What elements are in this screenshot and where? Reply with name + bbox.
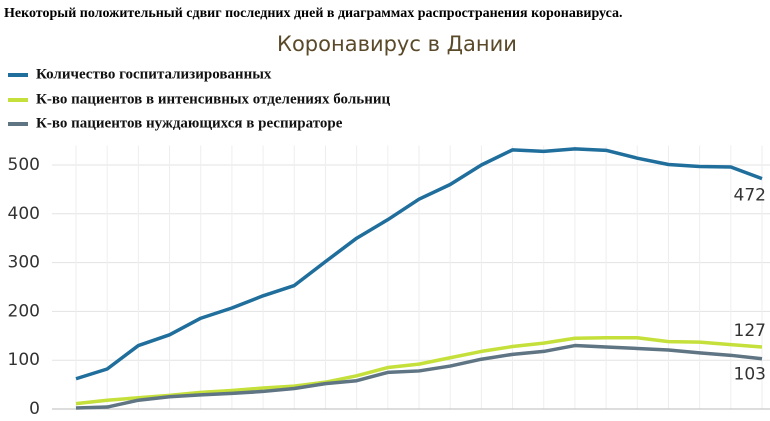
y-tick-label: 400 (8, 204, 40, 224)
y-tick-label: 0 (29, 399, 40, 419)
data-label: 127 (734, 321, 766, 341)
y-tick-label: 200 (8, 301, 40, 321)
legend-label: Количество госпитализированных (36, 66, 272, 82)
legend-label: К-во пациентов в интенсивных отделениях … (36, 91, 390, 107)
chart-title: Коронавирус в Дании (277, 32, 517, 56)
y-tick-label: 100 (8, 350, 40, 370)
headline: Некоторый положительный сдвиг последних … (4, 6, 623, 21)
data-label: 103 (734, 365, 766, 385)
series-line (75, 147, 763, 381)
y-tick-label: 500 (8, 155, 40, 175)
y-tick-label: 300 (8, 253, 40, 273)
series-line (75, 336, 763, 406)
series-line (75, 343, 763, 410)
data-label: 472 (734, 186, 766, 206)
legend-label: К-во пациентов нуждающихся в респираторе (36, 115, 343, 131)
